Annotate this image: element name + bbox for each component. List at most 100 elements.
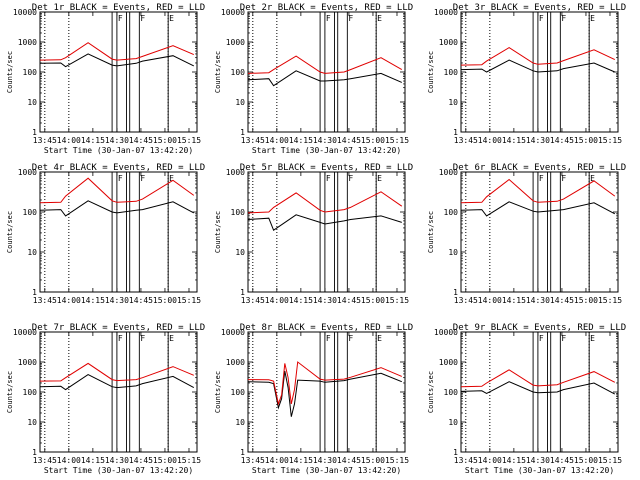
x-tick-label: 14:15 [81,136,105,145]
panel-det-2: Det 2r BLACK = Events, RED = LLD Counts/s… [214,3,413,155]
x-tick-label: 14:30 [313,456,337,465]
x-tick-label: 15:15 [177,136,201,145]
x-tick-label: 14:45 [129,296,153,305]
panel-title: Det 4r BLACK = Events, RED = LLD [32,163,205,173]
panel-title: Det 8r BLACK = Events, RED = LLD [240,323,413,333]
x-tick-label: 14:45 [337,456,361,465]
y-tick-label: 10 [27,248,37,257]
y-tick-label: 1 [240,448,245,457]
flag-marker: F [118,174,123,183]
y-tick-label: 100 [23,388,38,397]
series-events [247,370,402,417]
y-tick-label: 1000 [439,38,458,47]
x-tick-label: 15:15 [177,296,201,305]
x-tick-label: 14:15 [289,456,313,465]
panel-det-7: Det 7r BLACK = Events, RED = LLD Counts/s… [6,323,205,475]
series-lld [460,369,616,388]
x-tick-label: 14:15 [289,296,313,305]
flag-marker: F [348,334,353,343]
x-tick-label: 15:15 [598,296,622,305]
panel-title: Det 6r BLACK = Events, RED = LLD [453,163,626,173]
x-tick-label: 14:15 [81,456,105,465]
x-tick-label: 14:45 [337,296,361,305]
series-events [460,59,615,73]
x-tick-label: 13:45 [33,296,57,305]
panel-det-6: Det 6r BLACK = Events, RED = LLD Counts/s… [427,163,626,305]
plot-frame [247,331,406,453]
y-tick-label: 1 [240,288,245,297]
x-tick-label: 15:15 [177,456,201,465]
y-tick-label: 1000 [226,168,245,177]
x-tick-label: 13:45 [454,296,478,305]
y-tick-label: 100 [444,208,459,217]
flag-marker: F [326,334,331,343]
y-tick-label: 1000 [439,358,458,367]
x-tick-label: 15:00 [574,136,598,145]
x-tick-label: 15:00 [361,296,385,305]
series-lld [460,47,616,66]
x-tick-label: 15:00 [361,136,385,145]
y-tick-label: 10 [235,248,245,257]
plot-frame [247,171,406,293]
panel-title: Det 3r BLACK = Events, RED = LLD [453,3,626,13]
flag-marker: E [590,334,595,343]
series-lld [247,361,402,406]
flag-marker: F [539,14,544,23]
plot-frame [39,11,198,133]
x-tick-label: 15:15 [598,136,622,145]
x-tick-label: 14:15 [502,296,526,305]
y-tick-label: 100 [231,68,246,77]
y-tick-label: 10 [235,98,245,107]
y-tick-label: 1 [453,448,458,457]
x-tick-label: 14:15 [289,136,313,145]
x-tick-label: 15:00 [574,456,598,465]
flag-marker: F [326,174,331,183]
x-tick-label: 14:30 [313,136,337,145]
x-tick-label: 14:30 [526,296,550,305]
y-tick-label: 10000 [434,8,458,17]
flag-marker: F [348,174,353,183]
y-axis-label: Counts/sec [6,211,14,253]
flag-marker: E [377,174,382,183]
flag-marker: F [561,174,566,183]
x-tick-label: 14:45 [129,136,153,145]
x-tick-label: 15:00 [574,296,598,305]
y-tick-label: 1000 [18,168,37,177]
y-tick-label: 100 [231,388,246,397]
y-tick-label: 1 [240,128,245,137]
series-lld [39,177,195,204]
y-tick-label: 100 [444,388,459,397]
x-tick-label: 14:00 [57,456,81,465]
y-axis-label: Counts/sec [427,211,435,253]
y-tick-label: 10 [448,418,458,427]
plot-frame [39,331,198,453]
y-tick-label: 1 [453,288,458,297]
y-tick-label: 1000 [226,38,245,47]
x-tick-label: 14:00 [478,296,502,305]
flag-marker: F [140,334,145,343]
plot-frame [39,171,198,293]
series-events [460,201,616,217]
flag-marker: F [539,334,544,343]
x-axis-label: Start Time (30-Jan-07 13:42:20) [465,466,614,475]
y-tick-label: 10000 [221,328,245,337]
y-tick-label: 1000 [18,358,37,367]
x-tick-label: 14:30 [526,456,550,465]
y-axis-label: Counts/sec [6,371,14,413]
y-axis-label: Counts/sec [214,51,222,93]
x-tick-label: 14:45 [337,136,361,145]
flag-marker: E [169,174,174,183]
x-tick-label: 14:00 [265,456,289,465]
y-tick-label: 100 [444,68,459,77]
x-tick-label: 14:45 [550,136,574,145]
y-tick-label: 1 [32,128,37,137]
y-tick-label: 10 [27,98,37,107]
x-tick-label: 13:45 [454,456,478,465]
y-tick-label: 1000 [226,358,245,367]
flag-marker: E [590,174,595,183]
panel-det-4: Det 4r BLACK = Events, RED = LLD Counts/s… [6,163,205,305]
y-axis-label: Counts/sec [6,51,14,93]
flag-marker: E [169,14,174,23]
y-tick-label: 10 [235,418,245,427]
